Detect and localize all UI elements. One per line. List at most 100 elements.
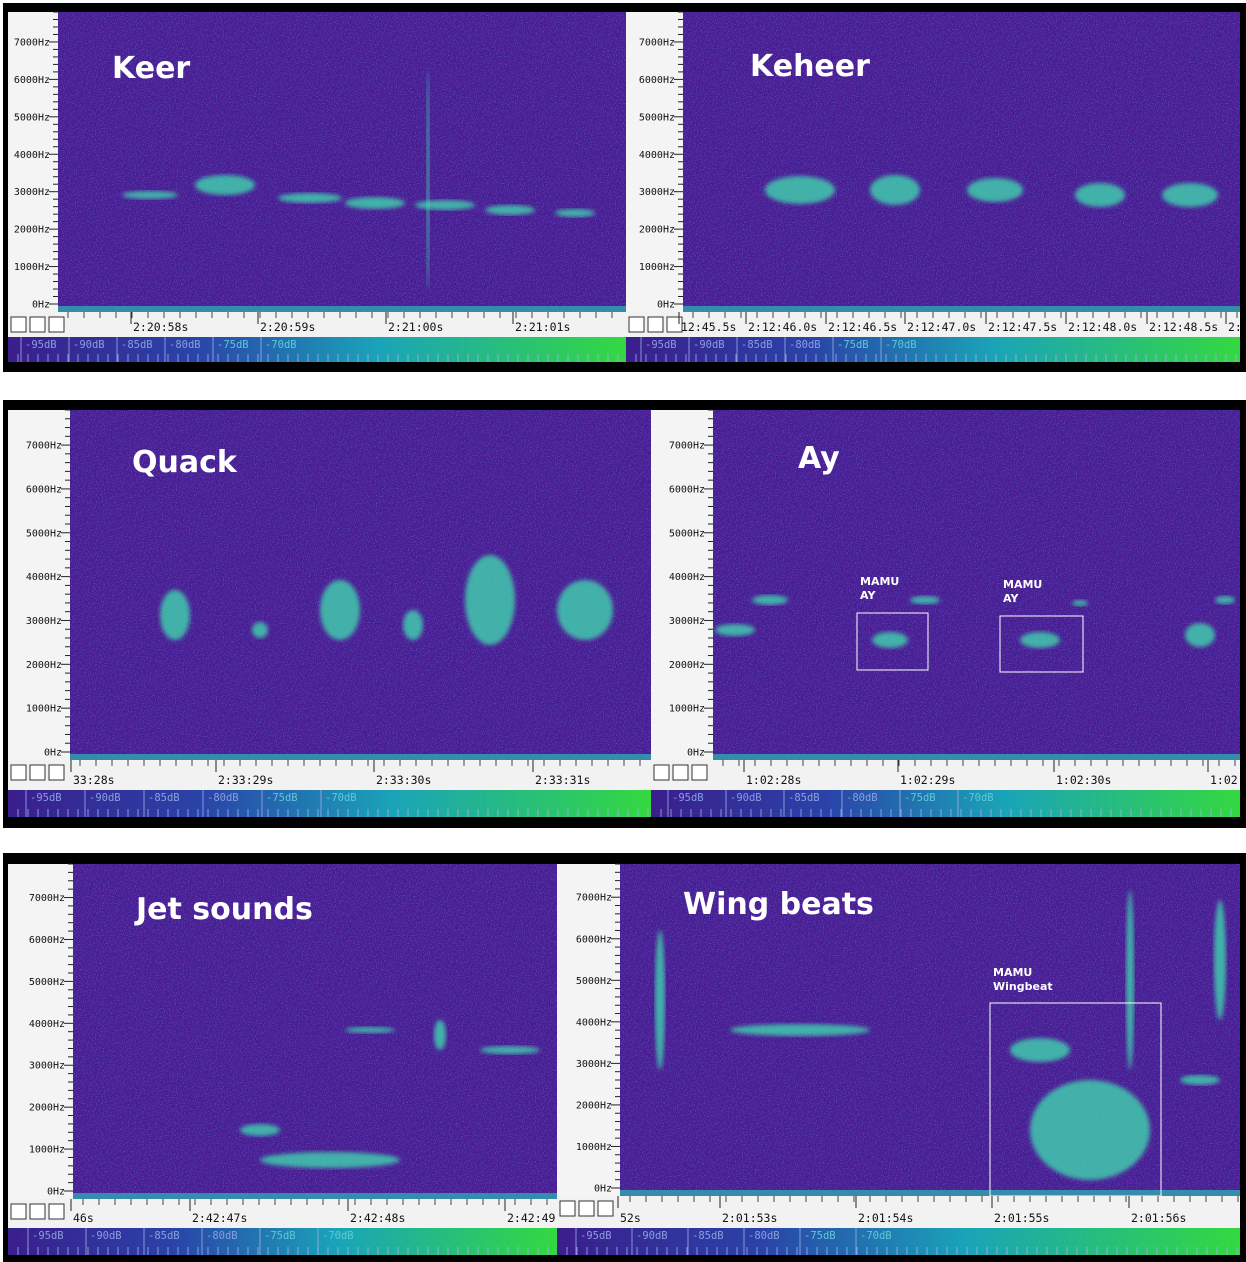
time-label: 12:45.5s	[681, 320, 736, 334]
time-label: 2:20:59s	[260, 320, 315, 334]
view-icon	[49, 765, 64, 780]
spectrogram-panel: 7000Hz6000Hz5000Hz4000Hz3000Hz2000Hz1000…	[8, 12, 626, 362]
view-icon	[648, 317, 663, 332]
panel-title: Keheer	[750, 49, 870, 84]
db-label: -85dB	[692, 1230, 724, 1242]
call-signal	[434, 1020, 446, 1050]
frequency-label: 7000Hz	[26, 441, 62, 452]
spectrogram-panel: 7000Hz6000Hz5000Hz4000Hz3000Hz2000Hz1000…	[626, 12, 1242, 362]
db-label: -80dB	[206, 1230, 238, 1242]
frequency-label: 6000Hz	[29, 935, 65, 946]
frequency-label: 4000Hz	[576, 1017, 612, 1028]
call-signal	[655, 930, 665, 1070]
time-label: 2:33:30s	[376, 773, 431, 787]
frequency-label: 7000Hz	[29, 893, 65, 904]
db-label: -70dB	[322, 1230, 354, 1242]
frequency-label: 5000Hz	[669, 528, 705, 539]
call-signal	[1030, 1080, 1150, 1180]
panel-title: Jet sounds	[134, 892, 313, 927]
db-label: -70dB	[325, 792, 357, 804]
view-icon	[629, 317, 644, 332]
frequency-label: 5000Hz	[29, 977, 65, 988]
db-label: -85dB	[121, 339, 153, 351]
db-label: -80dB	[789, 339, 821, 351]
frequency-label: 4000Hz	[639, 150, 675, 161]
db-label: -95dB	[25, 339, 57, 351]
frequency-label: 0Hz	[594, 1184, 612, 1195]
time-label: 2:21:01s	[515, 320, 570, 334]
call-signal	[555, 209, 595, 217]
spectrogram-panel: 7000Hz6000Hz5000Hz4000Hz3000Hz2000Hz1000…	[651, 410, 1240, 817]
view-icon	[692, 765, 707, 780]
call-signal	[910, 596, 940, 604]
spectrogram-noise	[713, 410, 1240, 760]
time-label: 2:	[1228, 320, 1242, 334]
view-icon	[30, 765, 45, 780]
low-band	[58, 306, 626, 312]
frequency-label: 1000Hz	[639, 262, 675, 273]
db-label: -90dB	[730, 792, 762, 804]
time-label: 2:01:55s	[994, 1211, 1049, 1225]
frequency-label: 4000Hz	[26, 572, 62, 583]
frequency-label: 2000Hz	[14, 225, 50, 236]
call-signal	[465, 555, 515, 645]
frequency-label: 7000Hz	[639, 37, 675, 48]
call-signal	[485, 205, 535, 215]
frequency-label: 6000Hz	[669, 484, 705, 495]
time-label: 2:12:48.5s	[1149, 320, 1218, 334]
db-label: -90dB	[90, 1230, 122, 1242]
annotation-label: MAMU	[1003, 578, 1042, 591]
low-band	[683, 306, 1240, 312]
call-signal	[122, 191, 178, 199]
frequency-label: 3000Hz	[14, 187, 50, 198]
call-signal	[345, 1027, 395, 1033]
spectrogram-panel: 7000Hz6000Hz5000Hz4000Hz3000Hz2000Hz1000…	[8, 864, 557, 1255]
annotation-label: MAMU	[860, 575, 899, 588]
call-signal	[1180, 1075, 1220, 1085]
db-label: -75dB	[837, 339, 869, 351]
frequency-label: 6000Hz	[14, 75, 50, 86]
call-signal	[872, 632, 908, 648]
call-signal	[870, 175, 920, 205]
frequency-label: 3000Hz	[669, 616, 705, 627]
db-label: -75dB	[217, 339, 249, 351]
time-label: 1:02	[1210, 773, 1238, 787]
view-icon	[598, 1201, 613, 1216]
time-label: 2:12:46.5s	[828, 320, 897, 334]
annotation-label: AY	[860, 589, 876, 602]
view-icon	[11, 765, 26, 780]
call-signal	[1162, 183, 1218, 207]
frequency-label: 6000Hz	[576, 934, 612, 945]
spectrogram-panel: 7000Hz6000Hz5000Hz4000Hz3000Hz2000Hz1000…	[557, 864, 1240, 1255]
panel-title: Ay	[798, 441, 840, 476]
frequency-label: 6000Hz	[26, 484, 62, 495]
panel-title: Wing beats	[683, 887, 874, 922]
view-icon	[667, 317, 682, 332]
frequency-label: 1000Hz	[576, 1142, 612, 1153]
db-label: -85dB	[148, 792, 180, 804]
call-signal	[1075, 183, 1125, 207]
call-signal	[403, 610, 423, 640]
time-label: 2:42:47s	[192, 1211, 247, 1225]
time-label: 52s	[620, 1211, 641, 1225]
db-label: -75dB	[266, 792, 298, 804]
db-label: -90dB	[89, 792, 121, 804]
db-label: -95dB	[672, 792, 704, 804]
annotation-label: AY	[1003, 592, 1019, 605]
time-label: 1:02:30s	[1056, 773, 1111, 787]
time-label: 2:12:46.0s	[748, 320, 817, 334]
annotation-label: MAMU	[993, 966, 1032, 979]
db-label: -90dB	[636, 1230, 668, 1242]
frequency-label: 3000Hz	[26, 616, 62, 627]
frequency-label: 0Hz	[47, 1187, 65, 1198]
db-label: -75dB	[904, 792, 936, 804]
call-signal	[160, 590, 190, 640]
view-icon	[49, 1204, 64, 1219]
time-label: 33:28s	[73, 773, 115, 787]
frequency-label: 2000Hz	[26, 660, 62, 671]
low-band	[713, 754, 1240, 760]
view-icon	[30, 1204, 45, 1219]
time-label: 2:42:49	[507, 1211, 556, 1225]
time-label: 2:21:00s	[388, 320, 443, 334]
call-signal	[752, 595, 788, 605]
